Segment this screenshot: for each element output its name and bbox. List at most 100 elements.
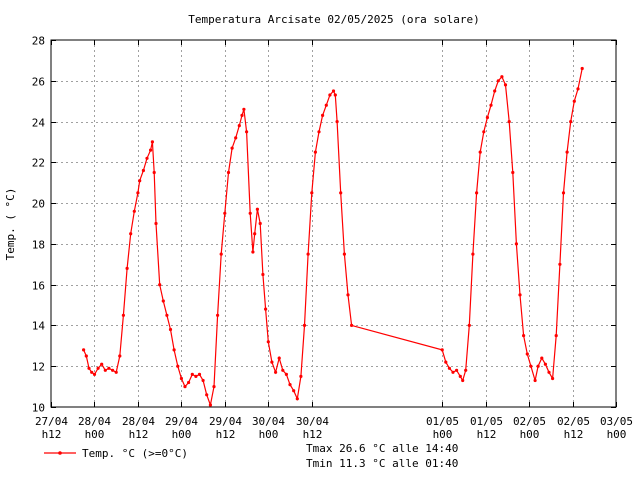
x-tick-label-hour: h00 — [607, 428, 627, 441]
data-point — [149, 148, 153, 152]
data-point — [317, 130, 321, 134]
plot-frame — [50, 39, 617, 408]
x-tick-label-date: 28/04 — [78, 415, 111, 428]
x-tick-label-hour: h12 — [129, 428, 149, 441]
data-point — [540, 356, 544, 360]
grid-layer — [51, 40, 616, 407]
data-point — [507, 120, 511, 124]
data-point — [212, 385, 216, 389]
data-point — [518, 293, 522, 297]
data-point — [331, 89, 336, 93]
data-point — [150, 140, 154, 144]
x-tick-label-date: 03/05 — [600, 415, 633, 428]
data-point — [118, 354, 122, 358]
data-point — [168, 327, 173, 332]
data-point — [444, 360, 448, 364]
data-point — [258, 221, 262, 226]
data-point — [223, 211, 227, 215]
data-point — [201, 378, 205, 383]
data-point — [187, 380, 191, 385]
x-tick-label-hour: h12 — [564, 428, 584, 441]
data-point — [190, 372, 194, 376]
data-point — [281, 368, 285, 372]
data-point — [522, 334, 526, 338]
data-point — [92, 372, 97, 376]
data-point — [264, 307, 268, 311]
data-point — [335, 120, 339, 124]
x-tick-label-hour: h12 — [477, 428, 497, 441]
data-point — [489, 103, 493, 107]
x-tick-label-date: 29/04 — [165, 415, 198, 428]
data-point — [261, 272, 265, 277]
data-point — [274, 370, 278, 374]
data-point — [245, 130, 249, 134]
data-point — [84, 354, 88, 358]
data-point — [132, 209, 136, 213]
data-point — [503, 83, 508, 87]
data-point — [242, 107, 246, 111]
y-tick-label: 10 — [32, 402, 45, 415]
data-point — [313, 150, 317, 154]
data-point — [342, 252, 346, 256]
data-point — [100, 362, 104, 366]
data-point — [451, 370, 455, 374]
data-point — [475, 191, 479, 195]
data-point — [234, 136, 238, 140]
data-point — [561, 191, 566, 195]
data-point — [205, 393, 209, 397]
data-point — [496, 79, 500, 83]
data-point — [461, 378, 465, 383]
data-point — [525, 352, 529, 356]
x-tick-label-date: 29/04 — [209, 415, 242, 428]
x-tick-label-hour: h00 — [85, 428, 105, 441]
data-point — [179, 376, 183, 381]
data-point — [547, 370, 551, 374]
chart-title: Temperatura Arcisate 02/05/2025 (ora sol… — [188, 13, 479, 26]
x-tick-label-date: 02/05 — [557, 415, 590, 428]
x-tick-label-date: 01/05 — [426, 415, 459, 428]
y-tick-label: 26 — [32, 76, 45, 89]
data-point — [103, 368, 107, 372]
legend: Temp. °C (>=0°C) — [44, 447, 188, 460]
data-point — [576, 87, 580, 91]
data-point — [114, 370, 118, 374]
data-point — [514, 242, 519, 246]
data-point — [158, 283, 162, 287]
data-point — [467, 323, 471, 327]
data-point — [346, 293, 350, 297]
data-point — [277, 356, 281, 360]
x-tick-label-date: 28/04 — [122, 415, 155, 428]
x-tick-label-date: 02/05 — [513, 415, 546, 428]
data-point — [485, 115, 489, 120]
data-point — [125, 266, 129, 270]
data-point — [458, 374, 462, 378]
x-tick-label-date: 30/04 — [296, 415, 329, 428]
y-tick-label: 20 — [32, 198, 45, 211]
data-point — [240, 113, 244, 117]
x-tick-label-hour: h00 — [520, 428, 540, 441]
data-point — [569, 120, 573, 124]
data-point — [90, 370, 94, 374]
legend-label: Temp. °C (>=0°C) — [82, 447, 188, 460]
x-tick-label-date: 27/04 — [35, 415, 68, 428]
x-tick-label-hour: h00 — [259, 428, 279, 441]
data-point — [511, 170, 515, 175]
data-point — [226, 170, 231, 175]
x-tick-label-date: 30/04 — [252, 415, 285, 428]
data-point — [350, 323, 354, 327]
data-point — [183, 385, 187, 389]
data-point — [482, 130, 486, 134]
y-tick-label: 22 — [32, 157, 45, 170]
data-point — [306, 252, 310, 256]
series-line — [83, 68, 583, 408]
data-point — [141, 168, 145, 173]
x-tick-label-hour: h12 — [216, 428, 236, 441]
data-point — [554, 334, 558, 338]
annotation-tmax: Tmax 26.6 °C alle 14:40 — [306, 442, 458, 455]
data-point — [138, 179, 142, 183]
series-layer — [82, 66, 584, 408]
data-point — [565, 150, 569, 154]
data-point — [266, 340, 270, 344]
